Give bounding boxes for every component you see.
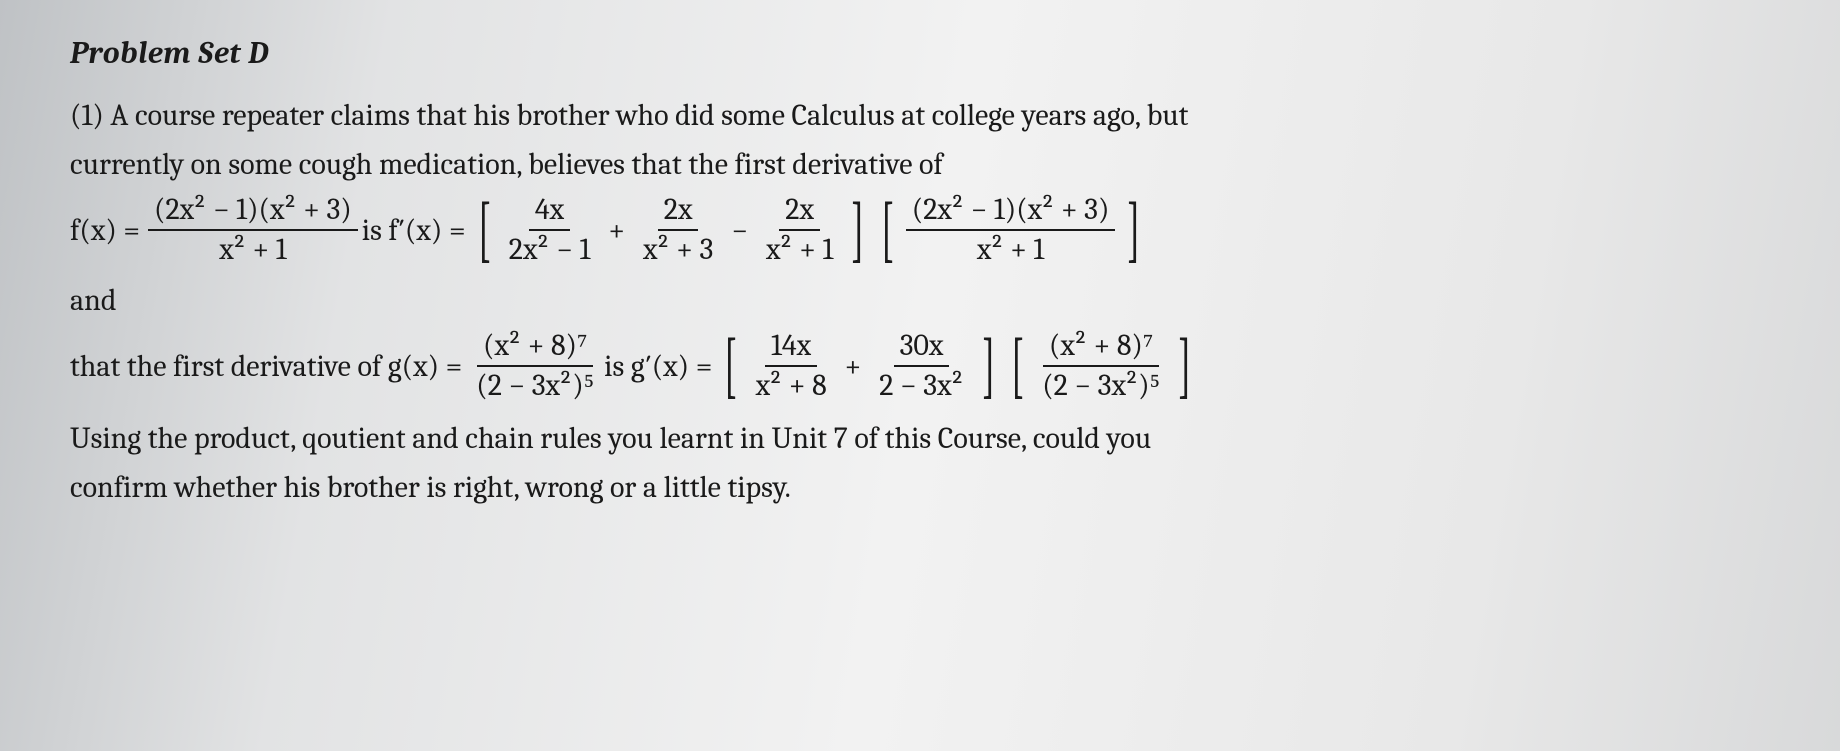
g-bracket-close-2: ]	[1178, 337, 1192, 395]
g-term3: (x² + 8)⁷ (2 − 3x²)⁵	[1036, 329, 1166, 404]
g-lead: that the first derivative of g(x) =	[70, 344, 462, 389]
g-mid-text: is g′(x) =	[604, 344, 712, 389]
bracket-close-2: ]	[1127, 201, 1141, 259]
closing-line-1: Using the product, qoutient and chain ru…	[70, 416, 1780, 461]
g-t3-num: (x² + 8)⁷	[1043, 329, 1159, 368]
f-t4-den: x² + 1	[971, 231, 1050, 268]
equation-g: that the first derivative of g(x) = (x² …	[70, 329, 1780, 404]
g-lhs-num: (x² + 8)⁷	[477, 329, 593, 368]
f-t3-num: 2x	[779, 193, 820, 232]
intro-line-2: currently on some cough medication, beli…	[70, 142, 1780, 187]
problem-page: Problem Set D (1) A course repeater clai…	[0, 0, 1840, 544]
g-term1: 14x x² + 8	[750, 329, 833, 404]
f-term3: 2x x² + 1	[760, 193, 839, 268]
f-t2-den: x² + 3	[637, 231, 719, 268]
bracket-close-1: ]	[851, 201, 865, 259]
g-bracket-open-2: [	[1011, 337, 1025, 395]
f-lhs-numerator: (2x² − 1)(x² + 3)	[148, 193, 358, 232]
g-lhs-den: (2 − 3x²)⁵	[470, 367, 600, 404]
g-term2: 30x 2 − 3x²	[873, 329, 970, 404]
f-term1: 4x 2x² − 1	[503, 193, 597, 268]
minus-op: −	[731, 208, 748, 253]
g-bracket-open-1: [	[724, 337, 738, 395]
f-t1-num: 4x	[529, 193, 570, 232]
f-t4-num: (2x² − 1)(x² + 3)	[906, 193, 1116, 232]
f-mid-text: is f′(x) =	[362, 208, 466, 253]
f-t2-num: 2x	[658, 193, 699, 232]
g-t2-num: 30x	[894, 329, 950, 368]
f-t3-den: x² + 1	[760, 231, 839, 268]
g-bracket-close-1: ]	[981, 337, 995, 395]
problem-set-title: Problem Set D	[70, 30, 1780, 77]
and-text: and	[70, 278, 1780, 323]
f-term2: 2x x² + 3	[637, 193, 719, 268]
f-lhs-fraction: (2x² − 1)(x² + 3) x² + 1	[148, 193, 358, 268]
f-lhs-pre: f(x) =	[70, 208, 140, 253]
bracket-open-1: [	[477, 201, 491, 259]
equation-f: f(x) = (2x² − 1)(x² + 3) x² + 1 is f′(x)…	[70, 193, 1780, 268]
bracket-open-2: [	[880, 201, 894, 259]
closing-line-2: confirm whether his brother is right, wr…	[70, 465, 1780, 510]
f-lhs-denominator: x² + 1	[213, 231, 292, 268]
g-t1-num: 14x	[765, 329, 817, 368]
plus-op: +	[608, 208, 625, 253]
intro-line-1: (1) A course repeater claims that his br…	[70, 93, 1780, 138]
f-t1-den: 2x² − 1	[503, 231, 597, 268]
g-lhs-fraction: (x² + 8)⁷ (2 − 3x²)⁵	[470, 329, 600, 404]
f-term4: (2x² − 1)(x² + 3) x² + 1	[906, 193, 1116, 268]
g-plus-op: +	[845, 344, 862, 389]
g-t1-den: x² + 8	[750, 367, 833, 404]
g-t2-den: 2 − 3x²	[873, 367, 970, 404]
g-t3-den: (2 − 3x²)⁵	[1036, 367, 1166, 404]
